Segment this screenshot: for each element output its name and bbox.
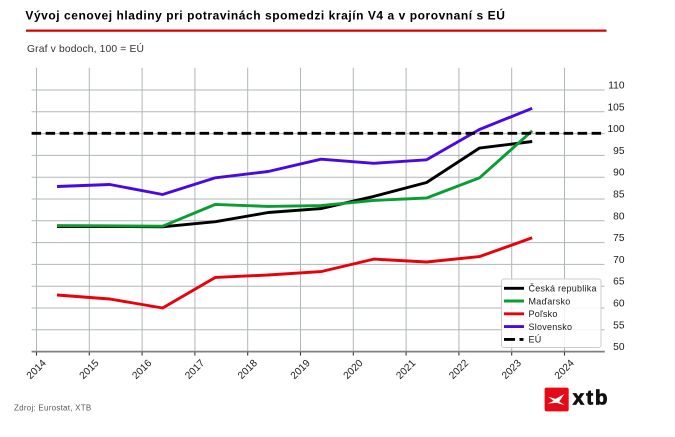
svg-text:90: 90 [613, 168, 625, 179]
svg-text:EÚ: EÚ [529, 335, 542, 345]
svg-text:Zdroj: Eurostat, XTB: Zdroj: Eurostat, XTB [14, 404, 91, 413]
svg-text:95: 95 [613, 146, 625, 157]
svg-text:Graf v bodoch, 100 = EÚ: Graf v bodoch, 100 = EÚ [27, 42, 144, 55]
svg-text:Maďarsko: Maďarsko [529, 296, 571, 306]
svg-text:70: 70 [613, 255, 625, 266]
svg-text:75: 75 [613, 233, 625, 244]
svg-text:110: 110 [608, 81, 625, 92]
svg-text:50: 50 [613, 342, 625, 353]
svg-text:105: 105 [608, 102, 625, 113]
svg-text:xtb: xtb [573, 387, 610, 410]
svg-text:85: 85 [613, 190, 625, 201]
svg-text:65: 65 [613, 277, 625, 288]
svg-text:Slovensko: Slovensko [529, 322, 573, 332]
svg-text:60: 60 [613, 299, 625, 310]
svg-text:Poľsko: Poľsko [529, 309, 558, 319]
svg-text:Vývoj cenovej hladiny pri potr: Vývoj cenovej hladiny pri potravinách sp… [25, 8, 505, 23]
svg-text:Česká republika: Česká republika [529, 284, 597, 294]
svg-text:55: 55 [613, 320, 625, 331]
svg-text:100: 100 [608, 124, 625, 135]
svg-text:80: 80 [613, 211, 625, 222]
